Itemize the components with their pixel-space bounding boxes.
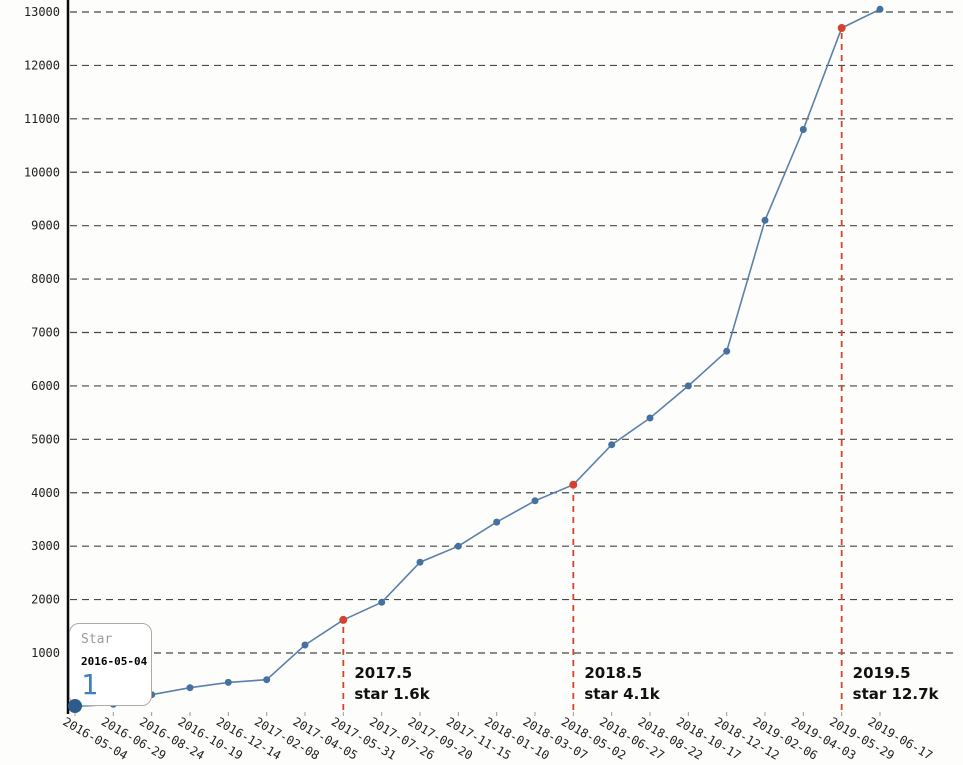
data-point-2019-06-17[interactable] bbox=[876, 5, 884, 13]
data-point-2018-05-02[interactable] bbox=[569, 480, 578, 489]
data-point-2018-03-07[interactable] bbox=[531, 497, 539, 505]
data-point-2017-11-15[interactable] bbox=[454, 542, 462, 550]
y-tick-label: 12000 bbox=[24, 58, 60, 72]
y-tick-label: 3000 bbox=[31, 539, 60, 553]
y-tick-label: 5000 bbox=[31, 432, 60, 446]
data-point-2018-08-22[interactable] bbox=[646, 414, 654, 422]
y-tick-label: 10000 bbox=[24, 165, 60, 179]
highlighted-first-point[interactable] bbox=[68, 699, 82, 714]
data-point-2018-12-12[interactable] bbox=[723, 347, 731, 355]
annotations: 2017.5 star 1.6k 2018.5 star 4.1k 2019.5 star… bbox=[342, 33, 940, 710]
data-point-2017-04-05[interactable] bbox=[301, 641, 309, 649]
tooltip-series-name: Star bbox=[81, 632, 113, 647]
annotation-star-count-label: star 1.6k bbox=[354, 685, 430, 703]
data-point-2018-10-17[interactable] bbox=[684, 382, 692, 390]
y-tick-label: 1000 bbox=[31, 646, 60, 660]
chart-tooltip: Star 2016-05-04 1 bbox=[69, 623, 152, 707]
annotation-year-label: 2018.5 bbox=[584, 664, 642, 682]
y-tick-label: 9000 bbox=[31, 219, 60, 233]
y-tick-label: 8000 bbox=[31, 272, 60, 286]
y-tick-label: 11000 bbox=[24, 112, 60, 126]
data-point-2016-12-14[interactable] bbox=[224, 678, 232, 686]
data-point-2018-01-10[interactable] bbox=[493, 518, 501, 526]
tooltip-date: 2016-05-04 bbox=[81, 655, 148, 668]
annotation-year-label: 2019.5 bbox=[853, 664, 911, 682]
annotation-year-label: 2017.5 bbox=[354, 664, 412, 682]
series-line bbox=[74, 8, 881, 708]
tooltip-value: 1 bbox=[81, 668, 98, 701]
data-point-2019-04-03[interactable] bbox=[799, 126, 807, 133]
data-point-2017-05-31[interactable] bbox=[339, 615, 348, 624]
data-point-2018-06-27[interactable] bbox=[608, 441, 616, 449]
annotation-star-count-label: star 12.7k bbox=[853, 685, 940, 703]
y-tick-label: 7000 bbox=[31, 326, 60, 340]
data-point-2017-07-26[interactable] bbox=[378, 598, 386, 606]
data-point-2019-02-06[interactable] bbox=[761, 216, 769, 224]
y-axis-labels: 1000 2000 3000 4000 5000 6000 7000 8000 9000 1000… bbox=[24, 5, 60, 660]
y-tick-label: 13000 bbox=[24, 5, 60, 19]
y-tick-label: 6000 bbox=[31, 379, 60, 393]
data-points bbox=[71, 5, 884, 710]
y-gridlines bbox=[70, 11, 957, 654]
annotation-star-count-label: star 4.1k bbox=[584, 685, 660, 703]
x-axis-labels: 2016-05-042016-06-292016-08-242016-10-19… bbox=[61, 712, 935, 763]
data-point-2017-02-08[interactable] bbox=[263, 676, 271, 684]
y-tick-label: 4000 bbox=[31, 486, 60, 500]
y-tick-label: 2000 bbox=[31, 593, 60, 607]
data-point-2019-05-29[interactable] bbox=[837, 24, 846, 32]
data-point-2017-09-20[interactable] bbox=[416, 558, 424, 566]
data-point-2016-10-19[interactable] bbox=[186, 684, 194, 692]
